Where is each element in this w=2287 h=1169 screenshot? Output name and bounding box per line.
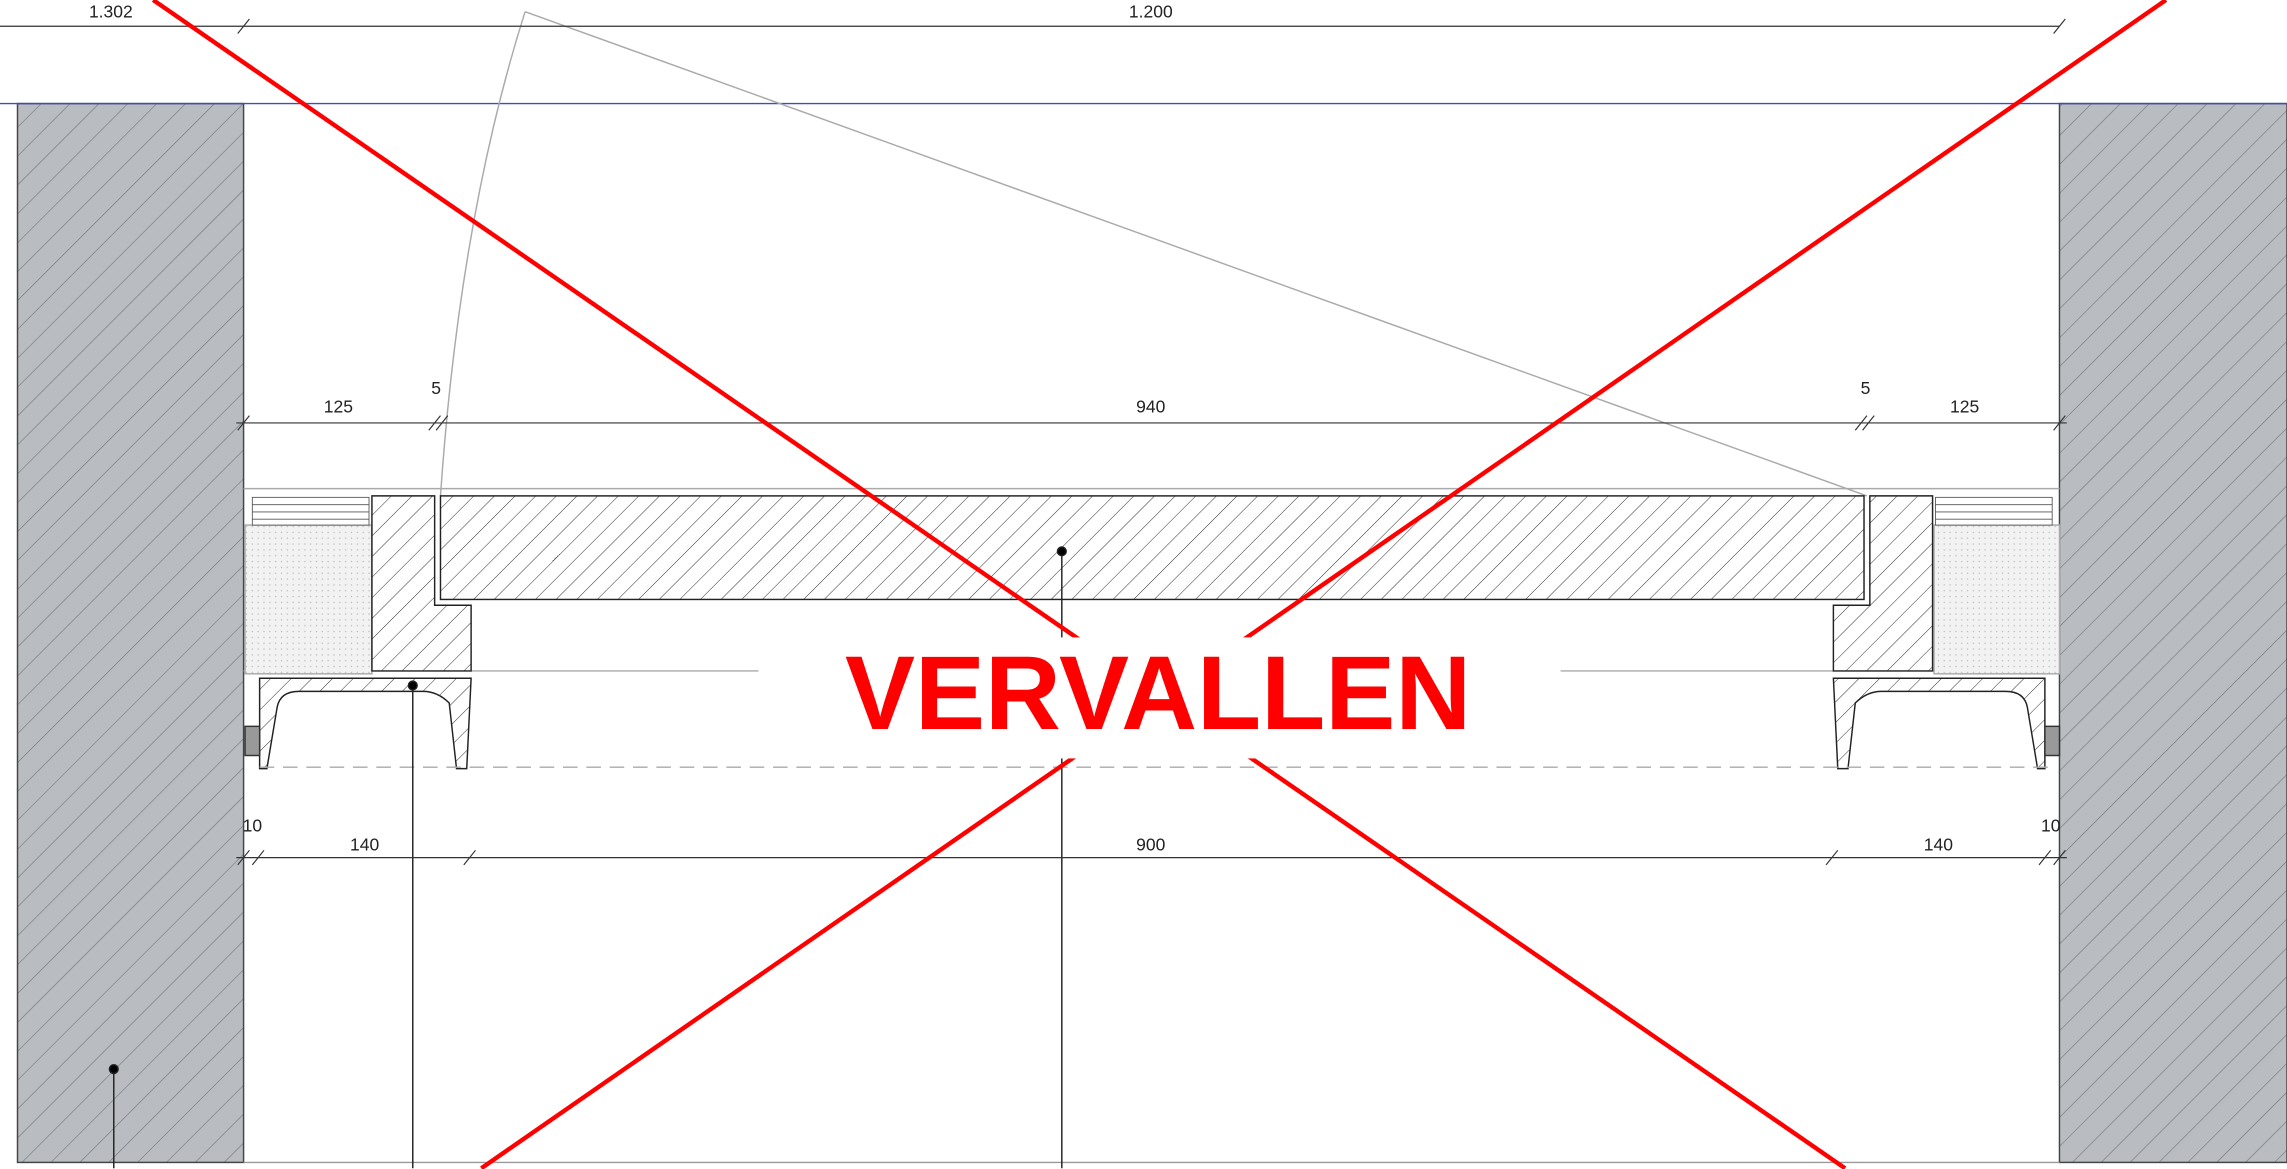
dimension-label: 10 <box>243 815 263 835</box>
dimension-label: 900 <box>1136 834 1165 854</box>
dimension-label: 125 <box>1950 397 1979 417</box>
dimension-label: 1.302 <box>89 2 133 22</box>
right-wall <box>2059 104 2287 1163</box>
dimension-label: 10 <box>2041 815 2061 835</box>
dimension-label: 940 <box>1136 397 1165 417</box>
drawing: 1.302 1.200 125 5 940 5 125 10 140 900 140 10 VERVA… <box>0 0 2287 1169</box>
profile-right <box>1833 678 2044 768</box>
insulation <box>1934 525 2059 674</box>
insulation <box>245 525 372 674</box>
dimension-label: 1.200 <box>1129 2 1173 22</box>
stamp: VERVALLEN <box>845 635 1471 752</box>
dimension-label: 5 <box>1861 378 1871 398</box>
dimension-label: 140 <box>1924 834 1953 854</box>
profile-left <box>260 678 471 768</box>
seal <box>245 726 260 755</box>
dimension-label: 140 <box>350 834 379 854</box>
seal <box>2045 726 2060 755</box>
dimension-label: 5 <box>431 378 441 398</box>
dimension-label: 125 <box>324 397 353 417</box>
door-leaf <box>440 496 1864 600</box>
left-wall <box>18 104 244 1163</box>
